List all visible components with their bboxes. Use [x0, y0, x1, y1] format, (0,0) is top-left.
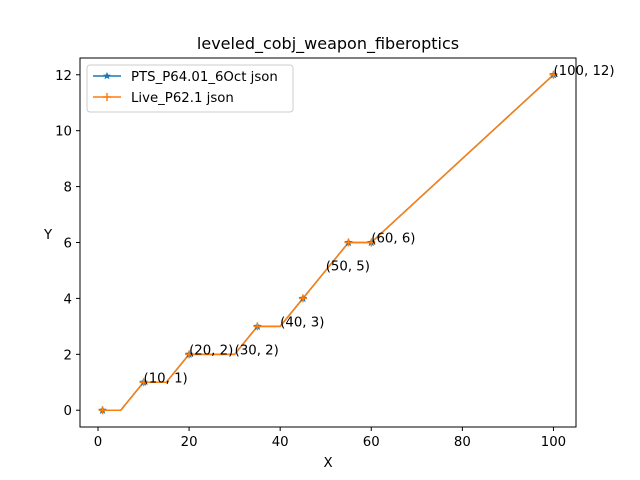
y-tick-label: 4: [64, 292, 72, 307]
x-tick-label: 100: [541, 435, 566, 450]
y-tick-label: 2: [64, 348, 72, 363]
annotation-label: (100, 12): [553, 64, 614, 79]
annotation-label: (30, 2): [235, 343, 279, 358]
x-tick-label: 80: [454, 435, 471, 450]
y-tick-label: 8: [64, 181, 72, 196]
x-tick-label: 40: [272, 435, 289, 450]
series-line-0: [103, 75, 554, 410]
annotation-label: (50, 5): [326, 259, 370, 274]
series-line-1: [103, 75, 554, 410]
annotation-label: (20, 2): [189, 343, 233, 358]
legend-label-live: Live_P62.1 json: [131, 91, 234, 106]
y-tick-label: 10: [55, 125, 72, 140]
legend-label-pts: PTS_P64.01_6Oct json: [131, 70, 278, 85]
plot-series: [98, 70, 557, 414]
x-tick-label: 20: [181, 435, 198, 450]
y-tick-label: 12: [55, 69, 72, 84]
y-tick-label: 6: [64, 237, 72, 252]
x-tick-label: 0: [94, 435, 102, 450]
x-tick-label: 60: [363, 435, 380, 450]
x-axis: 0 20 40 60 80 100: [94, 427, 566, 450]
x-axis-label: X: [323, 456, 332, 471]
series-point-plus: [99, 406, 107, 414]
chart-title: leveled_cobj_weapon_fiberoptics: [197, 34, 459, 54]
legend: PTS_P64.01_6Oct json Live_P62.1 json: [87, 65, 293, 112]
y-tick-label: 0: [64, 404, 72, 419]
y-axis: 0 2 4 6 8 10 12: [55, 69, 80, 419]
annotation-label: (10, 1): [144, 371, 188, 386]
annotation-label: (60, 6): [371, 232, 415, 247]
annotation-label: (40, 3): [280, 315, 324, 330]
y-axis-label: Y: [43, 228, 53, 243]
